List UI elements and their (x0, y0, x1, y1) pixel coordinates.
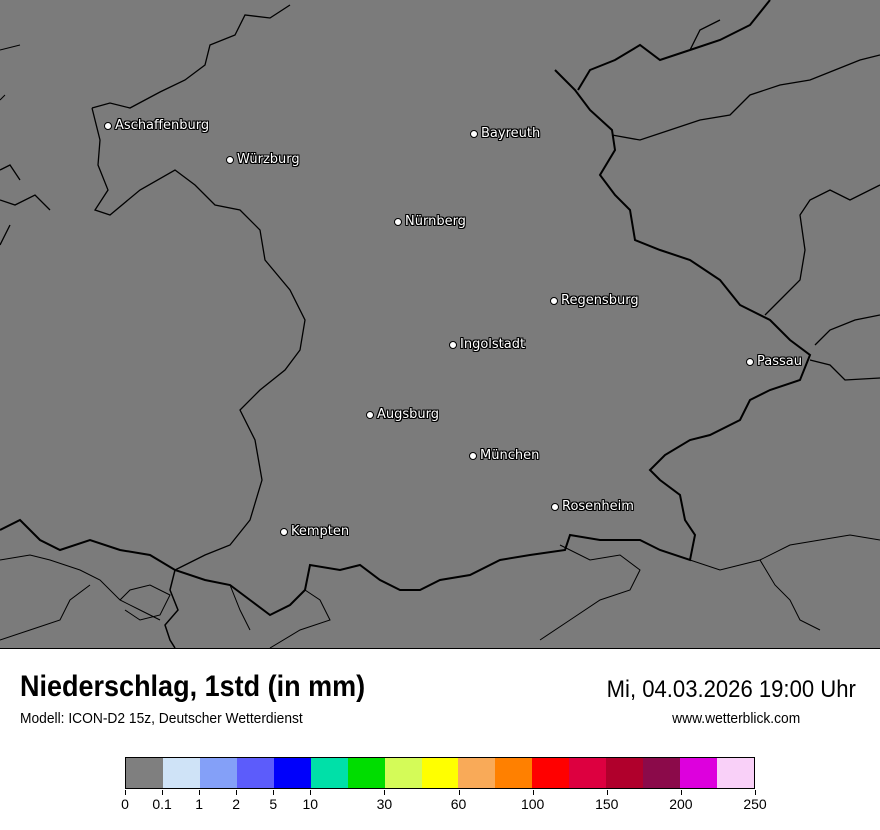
legend-color-box (569, 758, 607, 788)
city-dot-icon (280, 527, 288, 536)
website-link[interactable]: www.wetterblick.com (671, 710, 800, 727)
border-lines (0, 0, 880, 648)
legend-color-box (347, 758, 385, 788)
legend-tick-label: 1 (195, 796, 204, 812)
legend-color-box (199, 758, 237, 788)
city-label: München (480, 448, 540, 463)
map-title: Niederschlag, 1std (in mm) (20, 670, 366, 703)
legend-color-box (236, 758, 274, 788)
state-border-bavaria (91, 4, 306, 571)
legend-tick-label: 150 (595, 796, 619, 812)
city-label: Passau (757, 354, 802, 369)
legend-color-box (606, 758, 644, 788)
city-marker: Rosenheim (551, 499, 634, 514)
legend-tick (162, 790, 164, 795)
city-dot-icon (469, 451, 477, 460)
legend-color-box (532, 758, 570, 788)
legend-tick-label: 10 (302, 796, 319, 812)
city-marker: Augsburg (366, 407, 439, 422)
legend-tick-label: 100 (520, 796, 545, 812)
city-marker: Nürnberg (394, 214, 466, 229)
legend-tick-label: 60 (450, 796, 467, 812)
legend-color-box (310, 758, 348, 788)
legend-color-box (717, 758, 754, 788)
legend-color-box (421, 758, 459, 788)
legend-tick (236, 790, 238, 795)
legend-tick-label: 5 (269, 796, 278, 812)
city-label: Ingolstadt (460, 337, 526, 352)
city-dot-icon (746, 357, 754, 366)
legend-color-box (680, 758, 717, 788)
city-marker: Aschaffenburg (104, 118, 209, 133)
color-legend (125, 757, 755, 789)
city-marker: Bayreuth (470, 126, 540, 141)
border-germany-czech (0, 69, 812, 617)
legend-color-box (643, 758, 681, 788)
city-marker: Würzburg (226, 152, 300, 167)
city-marker: München (469, 448, 539, 463)
legend-tick-label: 0 (121, 796, 129, 812)
city-dot-icon (104, 121, 112, 130)
legend-color-box (458, 758, 496, 788)
city-dot-icon (470, 129, 478, 138)
city-marker: Ingolstadt (449, 337, 525, 352)
legend-tick (680, 790, 682, 795)
legend-tick (384, 790, 386, 795)
legend-tick (755, 790, 756, 795)
city-dot-icon (551, 502, 559, 511)
legend-tick-label: 2 (232, 796, 241, 812)
city-label: Regensburg (561, 293, 639, 308)
city-marker: Passau (746, 354, 802, 369)
legend-tick (273, 790, 275, 795)
city-dot-icon (366, 410, 374, 419)
city-dot-icon (226, 155, 234, 164)
city-label: Kempten (291, 524, 350, 539)
legend-color-box (162, 758, 200, 788)
city-label: Bayreuth (481, 126, 541, 141)
legend-tick (199, 790, 201, 795)
city-dot-icon (550, 296, 558, 305)
forecast-datetime: Mi, 04.03.2026 19:00 Uhr (606, 676, 856, 703)
legend-color-box (384, 758, 422, 788)
city-label: Augsburg (377, 407, 440, 422)
legend-tick-label: 0.1 (152, 796, 172, 812)
model-info: Modell: ICON-D2 15z, Deutscher Wetterdie… (20, 710, 303, 727)
legend-color-box (495, 758, 533, 788)
legend-tick (532, 790, 534, 795)
legend-tick-label: 30 (376, 796, 393, 812)
city-label: Aschaffenburg (115, 118, 210, 133)
legend-tick-label: 200 (669, 796, 693, 812)
city-label: Würzburg (237, 152, 300, 167)
legend-color-box (126, 758, 163, 788)
legend-tick (125, 790, 126, 795)
precipitation-map: Aschaffenburg Würzburg Bayreuth Nürnberg Reg… (0, 0, 880, 649)
city-label: Rosenheim (562, 499, 634, 514)
city-marker: Kempten (280, 524, 349, 539)
legend-color-box (273, 758, 311, 788)
legend-tick-label: 250 (743, 796, 767, 812)
city-dot-icon (394, 217, 402, 226)
city-label: Nürnberg (405, 214, 466, 229)
city-marker: Regensburg (550, 293, 639, 308)
legend-tick (310, 790, 312, 795)
legend-tick (606, 790, 608, 795)
city-dot-icon (449, 340, 457, 349)
legend-tick (458, 790, 460, 795)
